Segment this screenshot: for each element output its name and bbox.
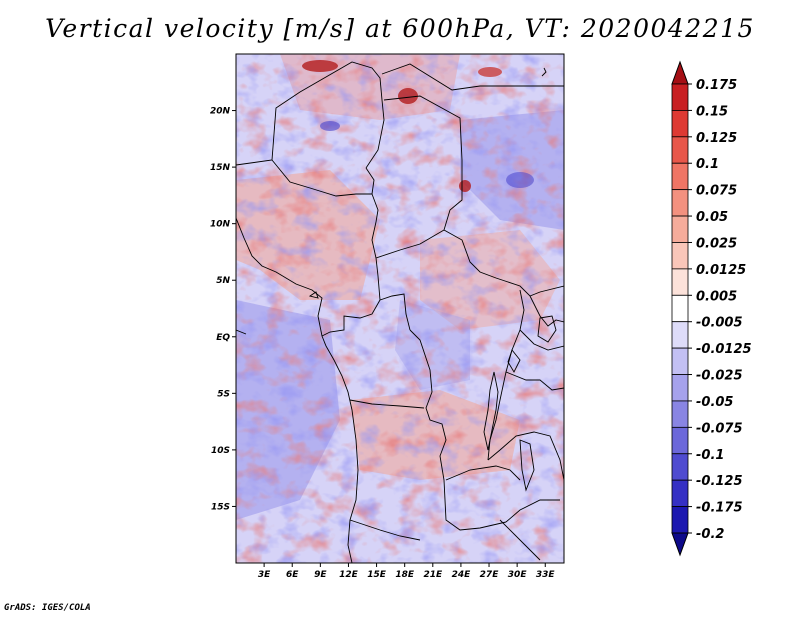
map-axes: 3E 6E 9E 12E 15E 18E 21E 24E 27E 30E 33E 20N 15N 10N 5…: [210, 107, 556, 580]
lon-tick-label: 33E: [536, 570, 556, 580]
colorbar-label: -0.005: [696, 316, 743, 331]
lon-tick-label: 21E: [423, 570, 443, 580]
colorbar-label: 0.125: [696, 131, 737, 146]
colorbar-swatch: [671, 242, 689, 270]
colorbar-label: 0.15: [696, 104, 728, 119]
colorbar-swatch: [671, 374, 689, 402]
colorbar-label: -0.175: [696, 501, 743, 516]
colorbar-label: 0.005: [696, 289, 737, 304]
colorbar-swatch: [671, 506, 689, 534]
colorbar-swatch: [671, 83, 689, 111]
lon-tick-label: 9E: [314, 570, 327, 580]
country-borders: [236, 61, 564, 563]
colorbar-swatch: [671, 321, 689, 349]
colorbar-swatch: [671, 189, 689, 217]
lat-tick-label: 15S: [211, 502, 230, 512]
chart-title: Vertical velocity [m/s] at 600hPa, VT: 2…: [45, 14, 755, 43]
lat-tick-label: 5S: [217, 389, 230, 399]
colorbar-swatch: [671, 136, 689, 164]
colorbar-label: 0.05: [696, 210, 728, 225]
colorbar-label: 0.1: [696, 157, 719, 172]
colorbar-label: -0.1: [696, 448, 724, 463]
colorbar-label: -0.05: [696, 395, 733, 410]
lon-tick-label: 30E: [508, 570, 528, 580]
colorbar-swatch: [671, 426, 689, 455]
colorbar-label: 0.175: [696, 78, 737, 93]
colorbar-label: 0.0125: [696, 263, 746, 278]
colorbar-top-arrow: [671, 60, 689, 85]
lon-tick-label: 12E: [339, 570, 359, 580]
colorbar-label: 0.075: [696, 184, 737, 199]
colorbar-swatch: [671, 479, 689, 507]
lat-tick-label: 15N: [210, 163, 231, 173]
lon-tick-label: 3E: [258, 570, 271, 580]
lat-tick-label: 10N: [210, 220, 231, 230]
grads-credit: GrADS: IGES/COLA: [4, 603, 91, 613]
colorbar-swatch: [671, 400, 689, 428]
colorbar-label: -0.075: [696, 421, 743, 436]
colorbar-swatch: [671, 294, 689, 323]
colorbar-label: 0.025: [696, 236, 737, 251]
colorbar-label: -0.2: [696, 527, 724, 542]
lat-tick-label: 20N: [210, 107, 231, 117]
colorbar-label: -0.125: [696, 474, 743, 489]
colorbar-swatch: [671, 268, 689, 296]
colorbar-swatch: [671, 453, 689, 481]
lat-tick-label: 5N: [216, 276, 230, 286]
colorbar-bottom-arrow: [671, 532, 689, 557]
colorbar-label: -0.025: [696, 369, 743, 384]
colorbar-swatch: [671, 110, 689, 138]
colorbar-swatch: [671, 162, 689, 191]
velocity-field: [236, 54, 564, 563]
lon-tick-label: 27E: [480, 570, 500, 580]
lon-tick-label: 24E: [452, 570, 472, 580]
lon-tick-label: 15E: [367, 570, 387, 580]
lat-tick-label: 10S: [211, 446, 230, 456]
lat-tick-label: EQ: [216, 333, 230, 343]
map-frame: [235, 53, 565, 564]
lon-tick-label: 6E: [286, 570, 299, 580]
colorbar: 0.175 0.15 0.125 0.1 0.075 0.05 0.025 0.0125 0.0…: [671, 60, 752, 557]
colorbar-swatch: [671, 347, 689, 375]
colorbar-label: -0.0125: [696, 342, 752, 357]
colorbar-swatch: [671, 215, 689, 243]
lon-tick-label: 18E: [395, 570, 415, 580]
